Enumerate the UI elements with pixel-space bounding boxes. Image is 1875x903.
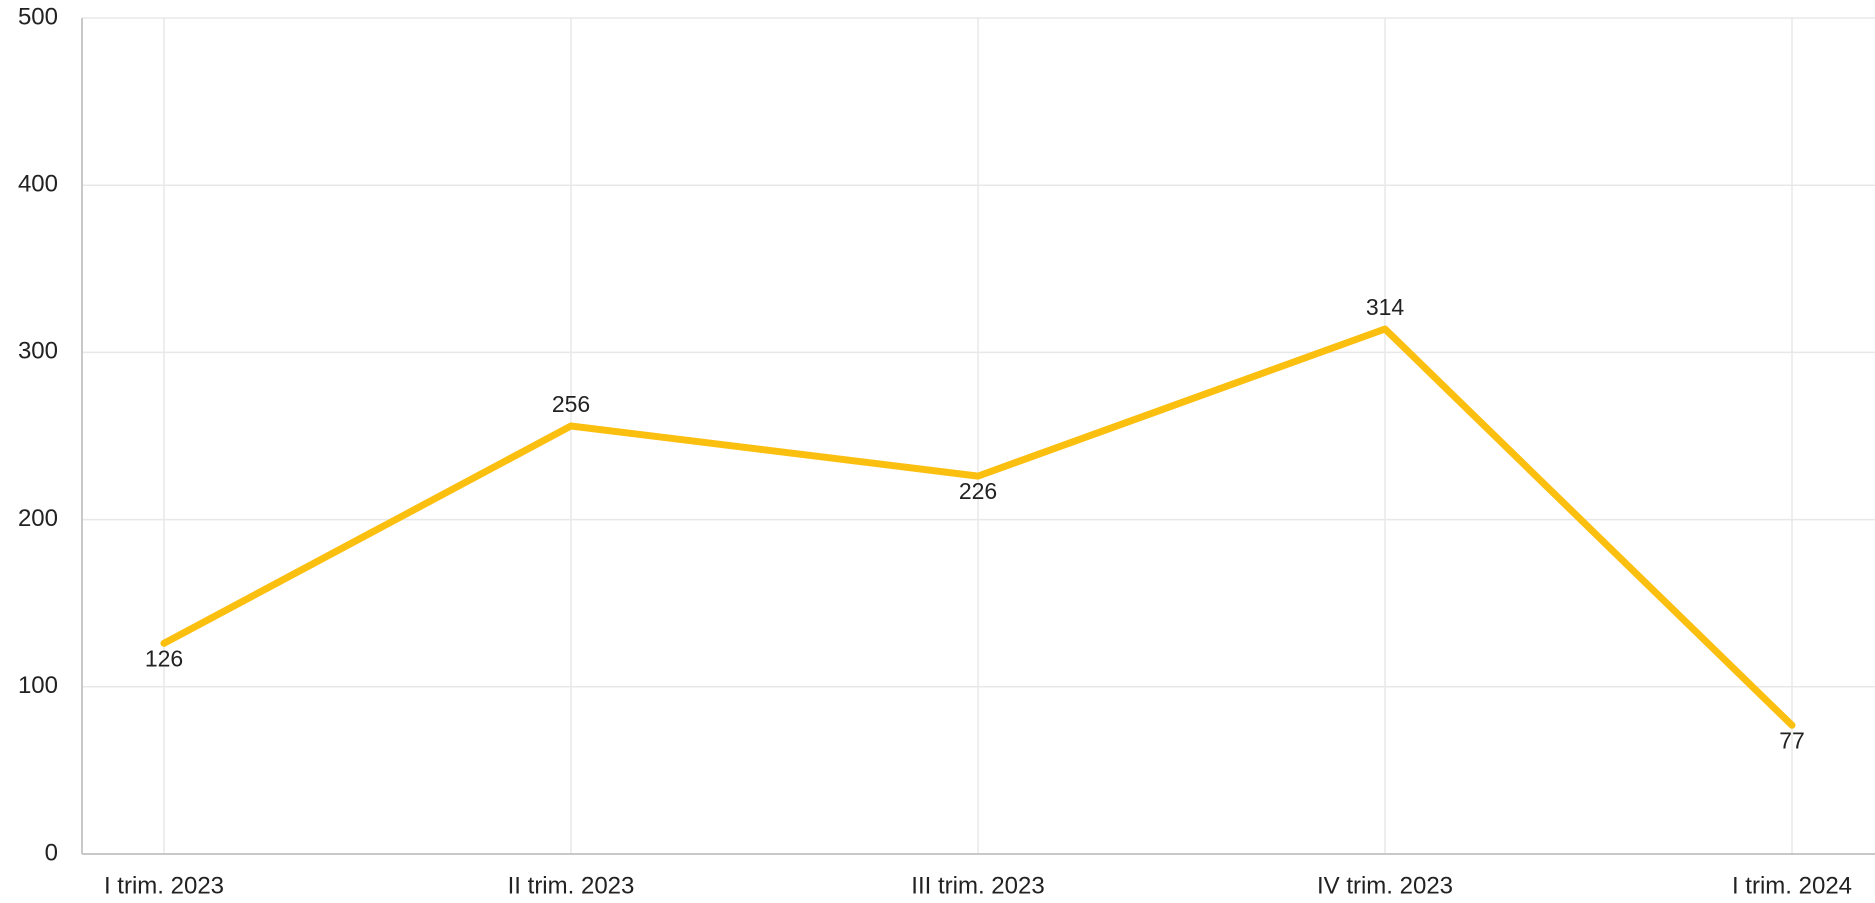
x-tick-label: III trim. 2023 [911, 872, 1044, 899]
y-tick-label: 200 [18, 505, 58, 532]
line-series [160, 325, 1796, 729]
y-tick-label: 500 [18, 3, 58, 30]
y-tick-label: 300 [18, 338, 58, 365]
x-tick-label: IV trim. 2023 [1317, 872, 1453, 899]
y-tick-label: 100 [18, 672, 58, 699]
x-tick-label: II trim. 2023 [508, 872, 635, 899]
data-label: 314 [1366, 294, 1405, 320]
data-label: 256 [552, 391, 590, 417]
x-tick-label: I trim. 2023 [104, 872, 224, 899]
data-label: 126 [145, 645, 183, 671]
x-tick-label: I trim. 2024 [1732, 872, 1852, 899]
data-label: 77 [1779, 727, 1805, 753]
y-tick-label: 400 [18, 171, 58, 198]
data-label: 226 [959, 478, 997, 504]
y-tick-label: 0 [45, 839, 58, 866]
